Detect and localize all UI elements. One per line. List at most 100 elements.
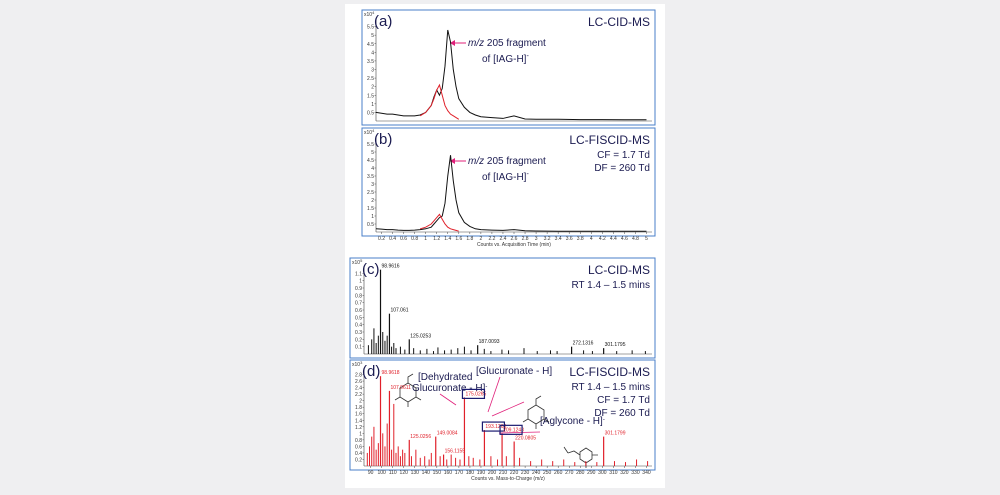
y-tick-label: 0.5	[355, 315, 362, 321]
trace	[419, 83, 460, 120]
annotation: m/z 205 fragment	[468, 38, 546, 49]
x-tick-label: 310	[609, 470, 618, 476]
label-box	[499, 424, 523, 435]
y-multiplier: x104	[364, 128, 375, 136]
panel-param: DF = 260 Td	[594, 163, 650, 174]
peak-label: 98.9616	[382, 264, 400, 270]
x-tick-label: 4.4	[610, 236, 617, 242]
y-tick-label: 1	[359, 279, 362, 285]
x-axis-label: Counts vs. Mass-to-Charge (m/z)	[471, 476, 545, 482]
annotation: of [IAG-H]-	[482, 171, 529, 183]
y-multiplier-base: x10	[364, 12, 372, 18]
y-tick-label: 1.1	[355, 271, 362, 277]
x-tick-label: 130	[411, 470, 420, 476]
x-tick-label: 90	[368, 470, 374, 476]
x-tick-label: 160	[444, 470, 453, 476]
x-tick-label: 4	[590, 236, 593, 242]
y-tick-label: 5.5	[367, 142, 374, 148]
y-tick-label: 1	[359, 431, 362, 437]
peak-label: 301.1795	[605, 342, 626, 348]
y-multiplier-exp: 3	[360, 360, 363, 365]
y-tick-label: 1.5	[367, 206, 374, 212]
x-tick-label: 3.4	[555, 236, 562, 242]
peak-label: 187.0093	[479, 339, 500, 345]
x-tick-label: 100	[377, 470, 386, 476]
x-tick-label: 3.8	[577, 236, 584, 242]
y-tick-label: 4.5	[367, 42, 374, 48]
annotation-charge: -	[603, 417, 605, 423]
y-multiplier-base: x10	[352, 260, 360, 266]
panel-label: (b)	[374, 131, 392, 148]
y-tick-label: 0.4	[355, 323, 362, 329]
y-tick-label: 0.9	[355, 286, 362, 292]
x-tick-label: 180	[466, 470, 475, 476]
annotation: m/z 205 fragment	[468, 156, 546, 167]
panel-label: (a)	[374, 13, 392, 30]
y-tick-label: 0.6	[355, 308, 362, 314]
y-tick-label: 2	[371, 85, 374, 91]
y-tick-label: 1	[371, 214, 374, 220]
annotation-ion: of [IAG-H]	[482, 172, 527, 183]
peak-label: 125.0253	[410, 333, 431, 339]
x-tick-label: 150	[433, 470, 442, 476]
annotation-charge: -	[485, 384, 487, 390]
y-tick-label: 2.2	[355, 392, 362, 398]
peak-label: 98.9618	[382, 370, 400, 376]
peak-label: 193.1268	[485, 424, 506, 430]
annotation-text: 205 fragment	[487, 156, 546, 167]
annotation-text: Glucuronate - H]	[412, 383, 486, 394]
x-axis-label: Counts vs. Acquisition Time (min)	[477, 242, 551, 248]
y-tick-label: 4	[371, 166, 374, 172]
y-tick-label: 1	[371, 102, 374, 108]
trace	[420, 213, 459, 232]
peak-label: 272.1316	[573, 341, 594, 347]
annotation-mz: m/z	[468, 38, 484, 49]
peak-label: 220.0805	[515, 436, 536, 442]
x-tick-label: 260	[554, 470, 563, 476]
y-multiplier: x105	[352, 258, 363, 266]
y-tick-label: 0.1	[355, 345, 362, 351]
y-tick-label: 0.8	[355, 293, 362, 299]
arrow-head	[450, 40, 455, 46]
x-tick-label: 2.2	[488, 236, 495, 242]
y-multiplier-base: x10	[364, 130, 372, 136]
x-tick-label: 340	[642, 470, 651, 476]
x-tick-label: 0.2	[378, 236, 385, 242]
y-multiplier-exp: 4	[372, 10, 375, 15]
x-tick-label: 300	[598, 470, 607, 476]
x-tick-label: 2	[479, 236, 482, 242]
x-tick-label: 220	[510, 470, 519, 476]
y-tick-label: 2	[359, 399, 362, 405]
x-tick-label: 3	[535, 236, 538, 242]
y-tick-label: 1.4	[355, 418, 362, 424]
x-tick-label: 320	[620, 470, 629, 476]
molecule-sketch	[394, 373, 598, 468]
y-tick-label: 0.8	[355, 438, 362, 444]
y-tick-label: 1.8	[355, 405, 362, 411]
x-tick-label: 1.2	[433, 236, 440, 242]
annotation-ion: of [IAG-H]	[482, 54, 527, 65]
y-tick-label: 2.6	[355, 379, 362, 385]
x-tick-label: 1.6	[455, 236, 462, 242]
panel-param: RT 1.4 – 1.5 mins	[571, 382, 650, 393]
y-tick-label: 3	[371, 182, 374, 188]
x-tick-label: 270	[565, 470, 574, 476]
peak-label: 107.061	[390, 308, 408, 314]
x-tick-label: 3.6	[566, 236, 573, 242]
x-tick-label: 190	[477, 470, 486, 476]
x-tick-label: 5	[645, 236, 648, 242]
x-tick-label: 250	[543, 470, 552, 476]
panel-param: RT 1.4 – 1.5 mins	[571, 280, 650, 291]
x-tick-label: 0.6	[400, 236, 407, 242]
panel-param: DF = 260 Td	[594, 408, 650, 419]
y-tick-label: 4.5	[367, 158, 374, 164]
y-multiplier-exp: 5	[360, 258, 363, 263]
y-tick-label: 0.4	[355, 451, 362, 457]
x-tick-label: 240	[532, 470, 541, 476]
x-tick-label: 280	[576, 470, 585, 476]
annotation: [Glucuronate - H]	[476, 366, 552, 377]
y-tick-label: 3.5	[367, 174, 374, 180]
label-box	[481, 421, 506, 432]
y-tick-label: 2	[371, 198, 374, 204]
x-tick-label: 0.4	[389, 236, 396, 242]
